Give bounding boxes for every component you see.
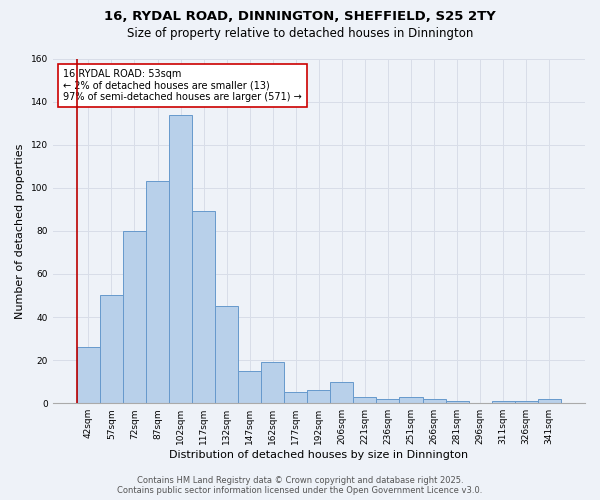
Bar	[331, 382, 353, 403]
Bar	[77, 347, 100, 403]
Bar	[146, 182, 169, 403]
Bar	[446, 401, 469, 403]
Bar	[238, 371, 261, 403]
Text: 16, RYDAL ROAD, DINNINGTON, SHEFFIELD, S25 2TY: 16, RYDAL ROAD, DINNINGTON, SHEFFIELD, S…	[104, 10, 496, 23]
Bar	[192, 212, 215, 403]
Bar	[422, 399, 446, 403]
Bar	[169, 114, 192, 403]
Bar	[353, 396, 376, 403]
Bar	[376, 399, 400, 403]
Bar	[491, 401, 515, 403]
Bar	[307, 390, 331, 403]
Bar	[400, 396, 422, 403]
Y-axis label: Number of detached properties: Number of detached properties	[15, 143, 25, 318]
Bar	[515, 401, 538, 403]
Bar	[538, 399, 561, 403]
Text: 16 RYDAL ROAD: 53sqm
← 2% of detached houses are smaller (13)
97% of semi-detach: 16 RYDAL ROAD: 53sqm ← 2% of detached ho…	[64, 69, 302, 102]
Bar	[123, 231, 146, 403]
Bar	[284, 392, 307, 403]
Bar	[100, 296, 123, 403]
Text: Size of property relative to detached houses in Dinnington: Size of property relative to detached ho…	[127, 28, 473, 40]
X-axis label: Distribution of detached houses by size in Dinnington: Distribution of detached houses by size …	[169, 450, 469, 460]
Bar	[261, 362, 284, 403]
Text: Contains HM Land Registry data © Crown copyright and database right 2025.
Contai: Contains HM Land Registry data © Crown c…	[118, 476, 482, 495]
Bar	[215, 306, 238, 403]
